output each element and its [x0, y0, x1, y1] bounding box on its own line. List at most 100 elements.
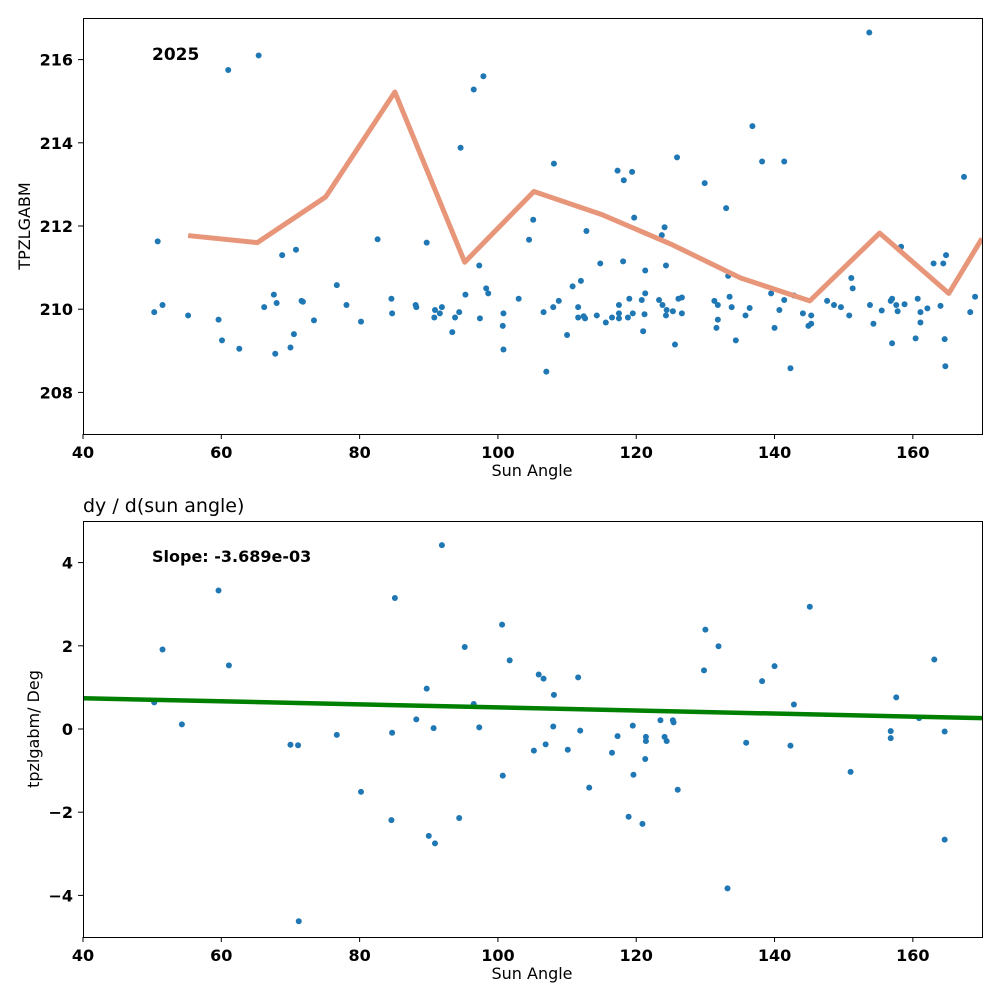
scatter-point: [555, 297, 562, 304]
scatter-point: [894, 308, 901, 315]
scatter-point: [808, 320, 815, 327]
year-annotation: 2025: [152, 45, 199, 65]
scatter-point: [878, 307, 885, 314]
scatter-point: [540, 675, 547, 682]
scatter-point: [661, 224, 668, 231]
scatter-point: [583, 227, 590, 234]
scatter-point: [333, 731, 340, 738]
scatter-point: [388, 295, 395, 302]
scatter-point: [749, 123, 756, 130]
scatter-point: [656, 297, 663, 304]
data-marks: [83, 542, 982, 925]
scatter-point: [569, 283, 576, 290]
scatter-point: [431, 307, 438, 314]
scatter-point: [476, 724, 483, 731]
scatter-point: [597, 260, 604, 267]
scatter-point: [849, 285, 856, 292]
scatter-point: [642, 755, 649, 762]
scatter-point: [759, 158, 766, 165]
scatter-point: [456, 309, 463, 316]
scatter-point: [602, 319, 609, 326]
scatter-point: [215, 587, 222, 594]
scatter-point: [893, 302, 900, 309]
scatter-point: [310, 317, 317, 324]
scatter-point: [701, 667, 708, 674]
scatter-point: [790, 701, 797, 708]
scatter-point: [642, 267, 649, 274]
scatter-point: [799, 310, 806, 317]
scatter-point: [640, 328, 647, 335]
scatter-point: [743, 739, 750, 746]
scatter-point: [577, 277, 584, 284]
y-tick-label: 208: [40, 383, 73, 402]
scatter-point: [452, 314, 459, 321]
scatter-point: [586, 784, 593, 791]
scatter-point: [290, 331, 297, 338]
scatter-point: [535, 671, 542, 678]
x-tick-label: 160: [896, 443, 929, 462]
scatter-point: [261, 304, 268, 311]
scatter-point: [620, 177, 627, 184]
scatter-point: [846, 312, 853, 319]
scatter-point: [357, 788, 364, 795]
scatter-point: [530, 216, 537, 223]
scatter-point: [715, 643, 722, 650]
scatter-point: [436, 310, 443, 317]
scatter-point: [343, 302, 350, 309]
scatter-point: [499, 621, 506, 628]
series-line: [187, 89, 982, 304]
slope-annotation: Slope: -3.689e-03: [152, 547, 311, 566]
scatter-point: [961, 173, 968, 180]
scatter-point: [642, 738, 649, 745]
scatter-point: [663, 307, 670, 314]
scatter-point: [357, 318, 364, 325]
plot-frame: [83, 18, 983, 435]
scatter-point: [629, 310, 636, 317]
y-tick-label: 0: [62, 720, 73, 739]
scatter-point: [659, 302, 666, 309]
scatter-point: [742, 312, 749, 319]
scatter-point: [724, 885, 731, 892]
scatter-point: [917, 309, 924, 316]
scatter-point: [678, 294, 685, 301]
x-tick-label: 140: [758, 443, 791, 462]
scatter-point: [151, 309, 158, 316]
scatter-point: [663, 738, 670, 745]
scatter-point: [887, 728, 894, 735]
scatter-point: [374, 236, 381, 243]
chart-top: 2025 40 60 80 100 120 140 160 208210212214216 …: [15, 18, 983, 480]
scatter-point: [550, 160, 557, 167]
scatter-point: [462, 291, 469, 298]
scatter-point: [615, 315, 622, 322]
scatter-point: [299, 298, 306, 305]
scatter-point: [270, 291, 277, 298]
scatter-point: [438, 542, 445, 549]
scatter-point: [669, 308, 676, 315]
y-tick-label: 210: [40, 300, 73, 319]
scatter-point: [674, 786, 681, 793]
chart-bottom: dy / d(sun angle) Slope: -3.689e-03 40 60…: [24, 495, 983, 983]
scatter-point: [550, 304, 557, 311]
scatter-point: [808, 312, 815, 319]
scatter-point: [631, 214, 638, 221]
x-tick-label: 60: [210, 946, 232, 965]
scatter-point: [759, 678, 766, 685]
scatter-point: [658, 232, 665, 239]
scatter-point: [629, 722, 636, 729]
scatter-point: [159, 646, 166, 653]
scatter-point: [711, 297, 718, 304]
scatter-point: [515, 295, 522, 302]
scatter-point: [287, 344, 294, 351]
scatter-point: [931, 656, 938, 663]
scatter-point: [476, 315, 483, 322]
scatter-point: [626, 295, 633, 302]
scatter-point: [485, 290, 492, 297]
scatter-point: [614, 167, 621, 174]
scatter-point: [768, 290, 775, 297]
scatter-point: [776, 307, 783, 314]
scatter-point: [889, 295, 896, 302]
scatter-point: [389, 729, 396, 736]
scatter-point: [912, 335, 919, 342]
scatter-point: [901, 301, 908, 308]
